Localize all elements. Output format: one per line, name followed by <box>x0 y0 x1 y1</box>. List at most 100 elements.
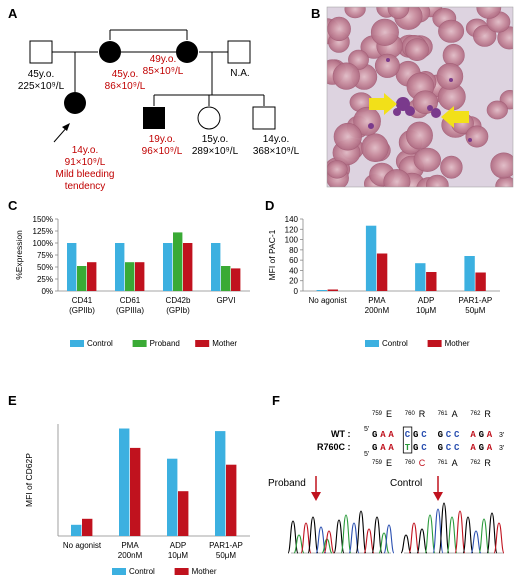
trace-peak <box>400 534 412 554</box>
trace-peak <box>462 516 474 554</box>
three-prime: 3' <box>499 445 504 452</box>
red-blood-cell <box>333 122 362 151</box>
platelet-count: 225×10⁹/L <box>18 81 65 92</box>
trace-peak <box>323 530 335 554</box>
trace-peak <box>315 526 327 554</box>
x-tick-label: 50μM <box>465 306 486 315</box>
bar-control <box>115 243 125 291</box>
panel-c: C 0% 25% 50% 75% 100% 125% 150% %Expression CD41… <box>8 198 250 348</box>
x-tick-label: PMA <box>121 541 139 550</box>
y-tick-label: 0% <box>41 287 53 296</box>
wt-label: WT : <box>331 429 351 439</box>
mutant-base: G <box>479 443 484 453</box>
mutant-base: A <box>388 443 394 453</box>
legend-label: Mother <box>212 339 237 348</box>
position-marker-arrowhead <box>433 492 443 501</box>
legend-label: Control <box>129 567 155 576</box>
x-tick-label: (GPIIIa) <box>116 306 144 315</box>
legend-swatch <box>365 340 379 347</box>
age-label: 19y.o. <box>149 134 176 145</box>
pedigree-lines <box>52 29 265 106</box>
x-tick-label: GPVI <box>216 296 235 305</box>
platelet-count: 85×10⁹/L <box>143 66 184 77</box>
red-blood-cell <box>438 19 465 43</box>
bar-control <box>316 290 327 291</box>
age-label: 15y.o. <box>202 134 229 145</box>
trace-peak <box>438 502 450 554</box>
trace-peak <box>363 528 375 554</box>
age-label: N.A. <box>230 68 249 79</box>
wt-base: G <box>479 430 484 440</box>
five-prime: 5' <box>364 451 369 458</box>
panel-b: B <box>311 6 514 188</box>
x-tick-label: CD42b <box>166 296 191 305</box>
trace-peak <box>454 510 466 554</box>
mutant-base: A <box>380 443 386 453</box>
codon-number: 760 <box>405 460 416 466</box>
control-label: Control <box>390 478 422 489</box>
five-prime: 5' <box>364 426 369 433</box>
trace-peak <box>424 514 436 554</box>
red-blood-cell <box>465 125 489 148</box>
wt-base: A <box>487 430 493 440</box>
bar-mother <box>135 262 145 291</box>
bar-control <box>119 428 130 536</box>
pedigree-female-affected <box>176 41 198 63</box>
amino-acid: R <box>484 458 491 468</box>
amino-acid: A <box>452 409 458 419</box>
y-tick-label: 150% <box>33 215 53 224</box>
panel-letter-a: A <box>8 6 18 21</box>
panel-letter-d: D <box>265 198 274 213</box>
mutant-label: R760C : <box>317 442 351 452</box>
x-tick-label: PAR1-AP <box>459 296 493 305</box>
clinical-note: tendency <box>65 181 106 192</box>
wt-base: C <box>454 430 460 440</box>
red-blood-cell <box>332 62 360 90</box>
mutant-base: C <box>454 443 460 453</box>
age-label: 14y.o. <box>263 134 290 145</box>
bar-control <box>365 225 377 291</box>
arrow-yellow-left <box>441 106 469 128</box>
amino-acid: E <box>386 458 392 468</box>
platelet-clumps <box>368 58 472 142</box>
red-blood-cell <box>486 100 508 120</box>
x-tick-label: CD61 <box>120 296 141 305</box>
wt-base: G <box>372 430 377 440</box>
y-axis-label: MFI of CD62P <box>24 453 34 507</box>
y-axis-label: %Expression <box>14 230 24 280</box>
y-tick-label: 50% <box>37 263 53 272</box>
legend-swatch <box>195 340 210 347</box>
red-blood-cell <box>361 133 389 162</box>
x-tick-label: 200nM <box>365 306 390 315</box>
red-blood-cell <box>473 25 497 47</box>
x-tick-label: ADP <box>170 541 186 550</box>
blood-smear-image <box>327 7 513 187</box>
legend-label: Mother <box>445 339 470 348</box>
age-label: 45y.o. <box>28 69 55 80</box>
bar-mother <box>130 447 141 536</box>
bar-mother <box>226 464 237 536</box>
x-tick-label: CD41 <box>72 296 93 305</box>
bar-proband <box>173 232 183 291</box>
proband-arrowhead <box>62 123 70 131</box>
pedigree-male-unaffected <box>29 40 53 64</box>
x-tick-label: (GPIb) <box>166 306 190 315</box>
red-blood-cell <box>442 43 465 67</box>
y-axis-label: MFI of PAC-1 <box>267 229 277 280</box>
bar-control <box>163 243 173 291</box>
pedigree-female-affected <box>99 41 121 63</box>
red-blood-cell <box>383 169 411 187</box>
red-blood-cell <box>327 16 351 42</box>
x-tick-label: ADP <box>418 296 434 305</box>
legend-swatch <box>70 340 84 347</box>
x-tick-label: 10μM <box>168 551 189 560</box>
bar-proband <box>221 266 231 291</box>
bar-mother <box>475 272 486 291</box>
y-tick-label: 0 <box>294 287 299 296</box>
wt-base: A <box>388 430 394 440</box>
legend-label: Proband <box>150 339 180 348</box>
bar-control <box>211 243 221 291</box>
platelet-count: 91×10⁹/L <box>65 157 106 168</box>
